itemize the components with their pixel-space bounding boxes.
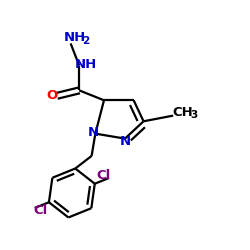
Text: O: O	[46, 89, 57, 102]
Text: NH: NH	[64, 32, 86, 44]
Text: N: N	[87, 126, 99, 139]
Text: 3: 3	[190, 110, 197, 120]
Text: Cl: Cl	[96, 169, 111, 182]
Text: CH: CH	[173, 106, 194, 119]
Text: 2: 2	[82, 36, 89, 46]
Text: Cl: Cl	[33, 204, 47, 218]
Text: N: N	[120, 134, 131, 147]
Text: NH: NH	[75, 58, 97, 71]
